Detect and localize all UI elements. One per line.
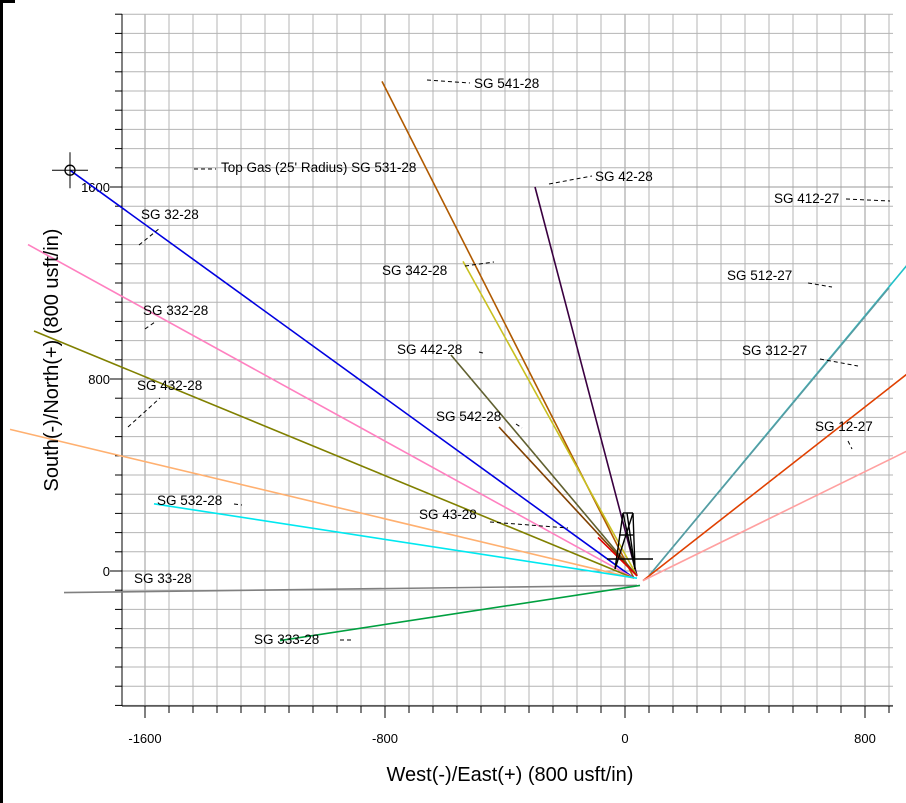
label-sg-312-27: SG 312-27: [742, 343, 807, 358]
y-tick-label: 0: [103, 564, 110, 579]
well-labels: SG 541-28 Top Gas (25' Radius) SG 531-28 S…: [127, 76, 891, 647]
label-sg-442-28: SG 442-28: [397, 342, 462, 357]
label-sg-332-28: SG 332-28: [143, 303, 208, 318]
leader-sg-12-27: [847, 440, 853, 450]
x-tick-label: -800: [372, 731, 398, 746]
x-tick-label: -1600: [128, 731, 161, 746]
label-sg-32-28: SG 32-28: [141, 207, 199, 222]
well-path-sg-531-28: [69, 169, 635, 579]
page-top-border: [0, 0, 15, 3]
y-tick-label: 800: [88, 372, 110, 387]
label-sg-43-28: SG 43-28: [419, 507, 477, 522]
label-top-gas-25-radius-sg-531-28: Top Gas (25' Radius) SG 531-28: [221, 160, 416, 175]
well-path-sg-332-28: [33, 330, 635, 579]
rig-icon: [607, 512, 653, 570]
leader-sg-43-28: [489, 521, 569, 529]
leader-sg-541-28: [426, 79, 471, 84]
well-path-sg-512-27: [648, 287, 890, 577]
well-path-sg-432-28: [9, 428, 635, 579]
leader-sg-442-28: [478, 351, 484, 354]
well-paths: [9, 81, 906, 642]
label-sg-532-28: SG 532-28: [157, 493, 222, 508]
well-path-sg-42-28: [534, 186, 638, 577]
leader-sg-32-28: [138, 227, 161, 246]
well-path-sg-333-28: [279, 584, 641, 642]
well-path-sg-312-27: [642, 373, 906, 582]
leader-sg-512-27: [807, 282, 833, 288]
well-path-sg-33-28: [63, 584, 638, 594]
label-sg-33-28: SG 33-28: [134, 571, 192, 586]
well-path-sg-43-28: [597, 536, 638, 577]
label-sg-412-27: SG 412-27: [774, 191, 839, 206]
well-path-sg-12-27: [642, 450, 906, 582]
x-tick-label: 800: [854, 731, 876, 746]
leader-sg-342-28: [464, 261, 495, 267]
target-marker: [52, 152, 88, 189]
leader-sg-42-28: [548, 175, 593, 185]
label-sg-432-28: SG 432-28: [137, 378, 202, 393]
label-sg-42-28: SG 42-28: [595, 169, 653, 184]
well-path-sg-542-28: [498, 426, 638, 577]
well-path-sg-32-28: [27, 243, 635, 579]
well-path-sg-442-28: [450, 354, 638, 577]
x-tick-label: 0: [621, 731, 628, 746]
y-axis-label: South(-)/North(+) (800 usft/in): [41, 229, 63, 492]
well-path-sg-532-28: [153, 503, 638, 579]
leader-sg-432-28: [127, 397, 161, 428]
well-path-sg-412-27: [648, 265, 906, 577]
label-sg-541-28: SG 541-28: [474, 76, 539, 91]
well-path-sg-342-28: [462, 261, 638, 577]
axis-ticks: [110, 13, 893, 718]
x-axis-label: West(-)/East(+) (800 usft/in): [387, 764, 634, 786]
leader-sg-542-28: [515, 423, 523, 429]
leader-sg-332-28: [144, 321, 156, 330]
label-sg-342-28: SG 342-28: [382, 263, 447, 278]
label-sg-333-28: SG 333-28: [254, 632, 319, 647]
page-left-border: [0, 0, 3, 803]
label-sg-542-28: SG 542-28: [436, 409, 501, 424]
label-sg-512-27: SG 512-27: [727, 268, 792, 283]
label-sg-12-27: SG 12-27: [815, 419, 873, 434]
leader-sg-532-28: [233, 503, 243, 506]
leader-sg-412-27: [845, 198, 891, 202]
